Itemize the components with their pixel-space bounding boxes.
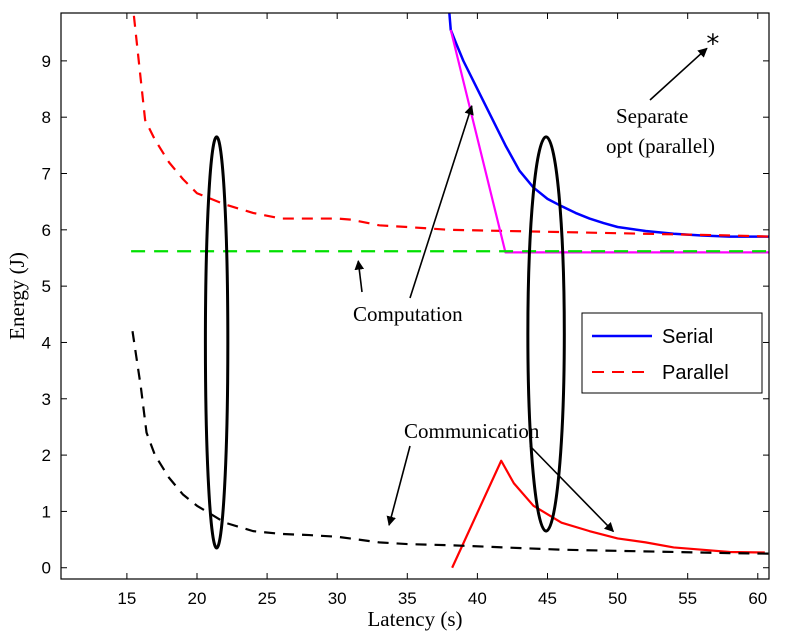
y-tick-label-9: 9 <box>42 52 51 71</box>
legend-label-parallel: Parallel <box>662 362 729 384</box>
series-serial-computation <box>449 29 769 254</box>
annotation-computation: Computation <box>353 302 463 326</box>
y-tick-label-6: 6 <box>42 221 51 240</box>
arrow-computation-parallel <box>354 260 365 293</box>
x-tick-label-45: 45 <box>538 589 557 608</box>
arrow-computation-serial <box>409 105 474 299</box>
series-parallel-communication <box>131 331 769 555</box>
x-tick-label-20: 20 <box>188 589 207 608</box>
legend-box <box>581 312 763 394</box>
x-tick-label-25: 25 <box>258 589 277 608</box>
x-tick-label-15: 15 <box>117 589 136 608</box>
y-axis-title: Energy (J) <box>5 252 29 340</box>
grouping-ellipse-2 <box>526 135 566 533</box>
series-layer <box>131 13 769 569</box>
arrow-communication-parallel <box>386 445 411 527</box>
x-tick-label-40: 40 <box>468 589 487 608</box>
x-tick-label-50: 50 <box>608 589 627 608</box>
plot-area <box>61 13 769 579</box>
y-tick-label-3: 3 <box>42 390 51 409</box>
x-tick-label-60: 60 <box>748 589 767 608</box>
annotation-layer: * <box>203 29 719 550</box>
series-parallel-total <box>132 15 769 238</box>
legend-label-serial: Serial <box>662 326 713 348</box>
x-tick-label-55: 55 <box>678 589 697 608</box>
plot-frame <box>60 12 770 580</box>
grouping-ellipse-1 <box>203 135 230 550</box>
x-tick-label-35: 35 <box>398 589 417 608</box>
y-tick-label-2: 2 <box>42 446 51 465</box>
y-tick-label-5: 5 <box>42 277 51 296</box>
legend: Serial Parallel <box>581 312 763 394</box>
y-tick-label-7: 7 <box>42 165 51 184</box>
arrow-communication-serial <box>529 445 615 533</box>
y-tick-label-1: 1 <box>42 502 51 521</box>
annotation-separate-opt-line2: opt (parallel) <box>606 134 715 158</box>
point-marker-separate-opt: * <box>706 29 719 59</box>
series-serial-communication <box>451 459 765 569</box>
x-tick-label-30: 30 <box>328 589 347 608</box>
annotation-separate-opt-line1: Separate <box>616 104 688 128</box>
y-tick-label-4: 4 <box>42 333 51 352</box>
x-axis-title: Latency (s) <box>367 607 462 631</box>
annotation-communication: Communication <box>404 419 540 443</box>
y-tick-label-8: 8 <box>42 108 51 127</box>
arrow-separate-opt <box>649 47 708 101</box>
y-tick-label-0: 0 <box>42 559 51 578</box>
